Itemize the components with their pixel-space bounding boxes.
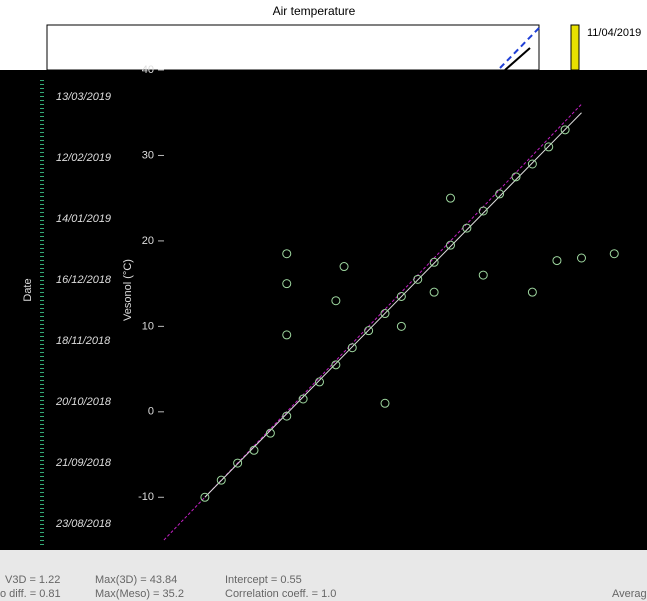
y-tick-label: 30 [142,149,154,161]
stat-text: Max(3D) = 43.84 [95,574,177,586]
colorbar-tick-label: 20/10/2018 [55,396,112,408]
colorbar-tick-label: 21/09/2018 [55,457,112,469]
colorbar-tick-label: 13/03/2019 [56,91,111,103]
y-tick-label: 20 [142,235,154,247]
page: {"chart_data": {"type": "scatter", "titl… [0,0,647,601]
colorbar-tick-label: 16/12/2018 [56,274,112,286]
colorbar-tick-label: 18/11/2018 [56,335,111,347]
y-tick-label: 0 [148,406,154,418]
chart: Air temperature 11/04/2019 Date Vesonol … [0,0,647,601]
colorbar-tick-label: 23/08/2018 [55,518,112,530]
stat-text: Intercept = 0.55 [225,574,302,586]
y-axis-label: Vesonol (°C) [122,259,134,321]
y-tick-label: 10 [142,320,154,332]
stat-text: o diff. = 0.81 [0,588,61,600]
y-tick-label: 40 [142,64,154,76]
chart-title: Air temperature [273,4,356,18]
colorbar-tick-label: 12/02/2019 [56,152,111,164]
colorbar-label: Date [22,278,34,301]
colorbar [571,25,579,70]
colorbar-tick-label: 14/01/2019 [56,213,111,225]
y-tick-label: -10 [138,491,154,503]
stat-text: Averag [612,588,647,600]
stat-text: Max(Meso) = 35.2 [95,588,184,600]
plot-area [0,70,647,550]
stat-text: Correlation coeff. = 1.0 [225,588,336,600]
stat-text: V3D = 1.22 [5,574,60,586]
colorbar-top-label: 11/04/2019 [587,27,641,39]
